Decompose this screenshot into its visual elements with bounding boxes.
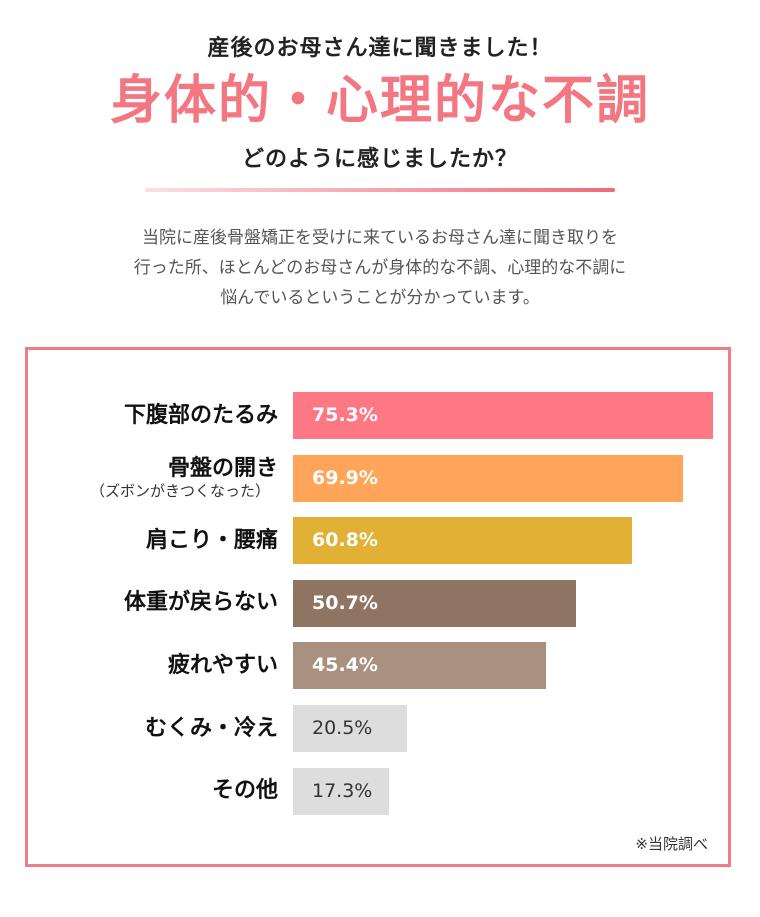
- bar-value-label: 69.9%: [312, 466, 378, 489]
- bar-row: 骨盤の開き （ズボンがきつくなった） 69.9%: [28, 454, 734, 502]
- bar-row: 肩こり・腰痛 60.8%: [28, 517, 734, 565]
- category-label: 下腹部のたるみ: [124, 392, 278, 439]
- bar: [293, 767, 390, 815]
- bar-row: むくみ・冷え 20.5%: [28, 705, 734, 752]
- bar-value-label: 17.3%: [312, 779, 373, 802]
- category-label: 体重が戻らない: [124, 580, 278, 627]
- title-divider: [145, 188, 615, 192]
- page-title: 身体的・心理的な不調: [109, 70, 650, 131]
- category-label: 肩こり・腰痛: [146, 517, 278, 564]
- category-label-main: その他: [211, 778, 278, 804]
- source-note: ※当院調べ: [635, 835, 708, 853]
- bar-value-label: 50.7%: [312, 591, 378, 614]
- category-label-main: 骨盤の開き: [167, 456, 278, 482]
- bar: [293, 579, 576, 627]
- bar-row: 疲れやすい 45.4%: [28, 642, 734, 690]
- category-label: むくみ・冷え: [145, 705, 278, 752]
- intro-line: 悩んでいるということが分かっています。: [220, 288, 540, 308]
- intro-text: 当院に産後骨盤矯正を受けに来ているお母さん達に聞き取りを 行った所、ほとんどのお…: [60, 223, 700, 313]
- category-label: 疲れやすい: [168, 642, 278, 689]
- bar-row: 下腹部のたるみ 75.3%: [28, 392, 734, 439]
- category-label-main: 疲れやすい: [167, 652, 278, 678]
- bar: [293, 454, 683, 502]
- category-label-main: 体重が戻らない: [123, 590, 278, 616]
- category-label-main: 下腹部のたるみ: [123, 402, 278, 428]
- chart-panel: 下腹部のたるみ 75.3% 骨盤の開き （ズボンがきつくなった） 69.9% 肩こり・腰痛…: [25, 347, 731, 867]
- bar-value-label: 60.8%: [312, 529, 378, 552]
- bar-value-label: 45.4%: [312, 654, 378, 677]
- survey-question: どのように感じましたか？: [241, 146, 518, 172]
- category-label: その他: [212, 768, 278, 815]
- bar: [293, 705, 408, 752]
- bar: [293, 517, 633, 565]
- intro-line: 行った所、ほとんどのお母さんが身体的な不調、心理的な不調に: [133, 258, 627, 278]
- intro-line: 当院に産後骨盤矯正を受けに来ているお母さん達に聞き取りを: [142, 228, 618, 248]
- bar-row: その他 17.3%: [28, 767, 734, 815]
- category-label: 骨盤の開き （ズボンがきつくなった）: [90, 455, 278, 502]
- bar-row: 体重が戻らない 50.7%: [28, 579, 734, 627]
- category-label-main: 肩こり・腰痛: [145, 527, 278, 553]
- category-label-main: むくみ・冷え: [145, 715, 278, 741]
- bar-value-label: 75.3%: [312, 404, 378, 426]
- category-label-sub: （ズボンがきつくなった）: [89, 482, 270, 501]
- bar: [293, 392, 713, 439]
- bar-value-label: 20.5%: [312, 717, 373, 739]
- survey-subtitle: 産後のお母さん達に聞きました！: [207, 35, 553, 61]
- bar: [293, 642, 547, 690]
